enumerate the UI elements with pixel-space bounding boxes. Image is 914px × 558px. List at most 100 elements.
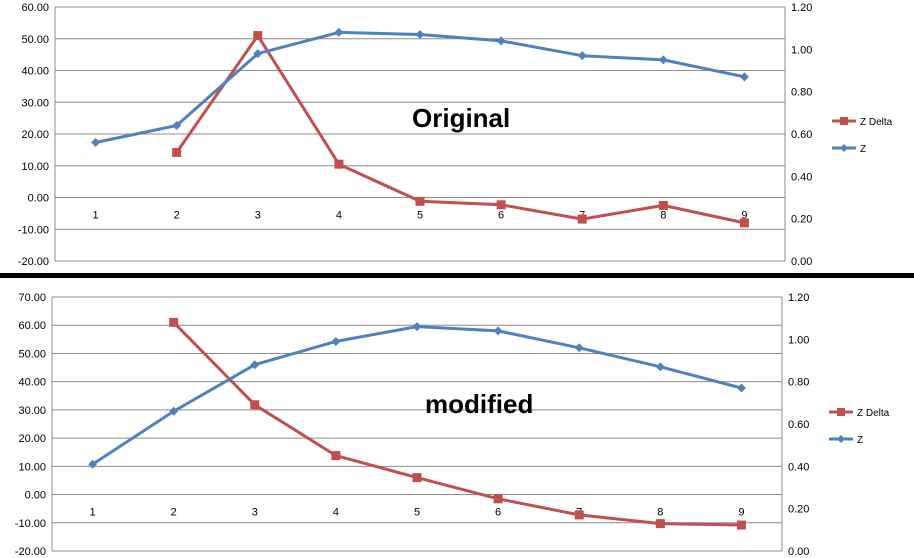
y-right-tick-label: 0.60 <box>791 129 812 141</box>
y-right-tick-label: 0.00 <box>788 546 809 558</box>
y-left-tick-label: -20.00 <box>18 256 49 268</box>
data-point-z <box>253 49 263 59</box>
y-right-tick-label: 0.20 <box>788 504 809 516</box>
data-point-z <box>574 343 584 353</box>
data-point-z <box>331 336 341 346</box>
data-point-z-delta <box>493 494 503 504</box>
y-right-tick-label: 0.40 <box>788 461 809 473</box>
y-right-tick-label: 0.20 <box>791 214 812 226</box>
x-tick-label: 6 <box>498 210 504 222</box>
y-left-tick-label: 50.00 <box>21 34 49 46</box>
y-left-tick-label: 0.00 <box>28 193 49 205</box>
y-left-tick-label: 50.00 <box>18 348 46 360</box>
chart-annotation: Original <box>412 103 510 133</box>
y-left-tick-label: 10.00 <box>18 461 46 473</box>
data-point-z <box>658 55 668 65</box>
data-point-z-delta <box>172 147 182 157</box>
chart-annotation: modified <box>425 389 533 419</box>
x-tick-label: 3 <box>252 507 258 519</box>
x-tick-label: 9 <box>738 507 744 519</box>
y-right-tick-label: 0.40 <box>791 171 812 183</box>
x-tick-label: 8 <box>657 507 663 519</box>
x-tick-label: 5 <box>417 210 423 222</box>
y-left-tick-label: 60.00 <box>18 320 46 332</box>
y-right-tick-label: 1.20 <box>791 2 812 14</box>
legend-entry-label: Z <box>860 144 866 155</box>
y-left-tick-label: 20.00 <box>21 129 49 141</box>
legend-entry-label: Z Delta <box>857 408 890 419</box>
x-tick-label: 3 <box>255 210 261 222</box>
data-point-z <box>91 137 101 147</box>
data-point-z-delta <box>574 510 584 520</box>
series-line-z-delta <box>175 34 745 225</box>
data-point-z-delta <box>253 31 263 41</box>
x-tick-label: 1 <box>92 210 98 222</box>
y-right-tick-label: 0.60 <box>788 419 809 431</box>
y-left-tick-label: 60.00 <box>21 2 49 14</box>
y-left-tick-label: -20.00 <box>15 546 46 558</box>
series-line-z <box>91 325 742 466</box>
legend-entry-label: Z Delta <box>860 117 893 128</box>
data-point-z-delta <box>658 200 668 210</box>
data-point-z-delta <box>739 218 749 228</box>
x-tick-label: 8 <box>660 210 666 222</box>
data-point-z <box>169 406 179 416</box>
x-tick-label: 6 <box>495 507 501 519</box>
divider-line <box>0 273 914 278</box>
y-right-tick-label: 1.20 <box>788 292 809 304</box>
series-line-z-delta <box>172 321 742 527</box>
legend-marker-square <box>837 408 845 416</box>
legend-entry-label: Z <box>857 435 863 446</box>
data-point-z <box>493 326 503 336</box>
chart-modified: -20.00-10.000.0010.0020.0030.0040.0050.0… <box>15 292 890 558</box>
y-left-tick-label: 40.00 <box>21 66 49 78</box>
x-tick-label: 2 <box>171 507 177 519</box>
y-left-tick-label: 40.00 <box>18 377 46 389</box>
y-left-tick-label: 30.00 <box>21 97 49 109</box>
data-point-z <box>412 322 422 332</box>
data-point-z-delta <box>334 159 344 169</box>
y-left-tick-label: 0.00 <box>25 490 46 502</box>
y-left-tick-label: -10.00 <box>18 224 49 236</box>
x-tick-label: 4 <box>333 507 339 519</box>
data-point-z-delta <box>577 214 587 224</box>
x-tick-label: 1 <box>89 507 95 519</box>
data-point-z-delta <box>331 451 341 461</box>
data-point-z-delta <box>736 520 746 530</box>
data-point-z <box>739 72 749 82</box>
y-left-tick-label: -10.00 <box>15 518 46 530</box>
data-point-z <box>655 362 665 372</box>
y-right-tick-label: 0.00 <box>791 256 812 268</box>
data-point-z-delta <box>169 317 179 327</box>
y-left-tick-label: 10.00 <box>21 161 49 173</box>
x-tick-label: 4 <box>336 210 342 222</box>
data-point-z-delta <box>250 400 260 410</box>
y-right-tick-label: 1.00 <box>788 334 809 346</box>
y-left-tick-label: 20.00 <box>18 433 46 445</box>
data-point-z <box>334 27 344 37</box>
y-right-tick-label: 0.80 <box>791 87 812 99</box>
data-point-z <box>415 30 425 40</box>
data-point-z <box>736 383 746 393</box>
legend-marker-square <box>840 117 848 125</box>
x-tick-label: 2 <box>174 210 180 222</box>
data-point-z <box>577 51 587 61</box>
data-point-z <box>496 36 506 46</box>
data-point-z-delta <box>412 473 422 483</box>
y-right-tick-label: 0.80 <box>788 377 809 389</box>
x-tick-label: 5 <box>414 507 420 519</box>
data-point-z-delta <box>496 200 506 210</box>
legend-marker-diamond <box>837 435 845 443</box>
data-point-z <box>88 459 98 469</box>
legend-marker-diamond <box>840 144 848 152</box>
data-point-z <box>172 121 182 131</box>
x-tick-label: 9 <box>741 210 747 222</box>
data-point-z-delta <box>415 196 425 206</box>
y-left-tick-label: 30.00 <box>18 405 46 417</box>
y-right-tick-label: 1.00 <box>791 44 812 56</box>
chart-original: -20.00-10.000.0010.0020.0030.0040.0050.0… <box>18 2 893 268</box>
y-left-tick-label: 70.00 <box>18 292 46 304</box>
data-point-z-delta <box>655 519 665 529</box>
data-point-z <box>250 360 260 370</box>
